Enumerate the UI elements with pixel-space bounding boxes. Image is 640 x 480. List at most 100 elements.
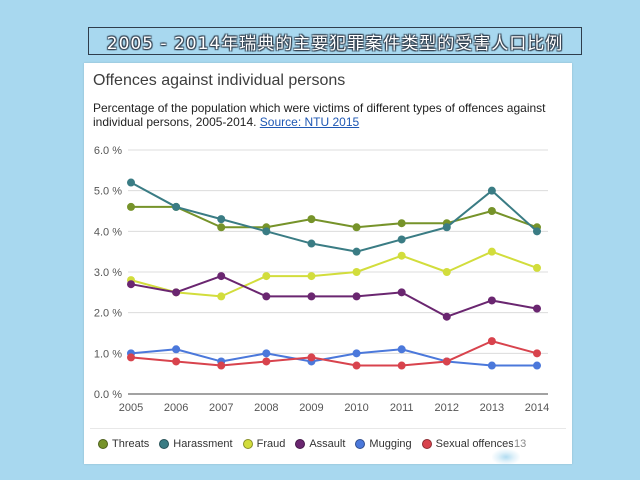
- series-fraud: [127, 247, 541, 301]
- y-tick-label: 6.0 %: [94, 145, 122, 157]
- data-point-harassment-2013: [487, 186, 496, 195]
- legend-divider: [90, 428, 566, 429]
- legend-marker-sexual-offences: [421, 439, 432, 449]
- legend-item-threats[interactable]: Threats: [98, 438, 149, 450]
- legend-marker-harassment: [159, 439, 170, 449]
- data-point-threats-2009: [307, 215, 316, 224]
- data-point-assault-2005: [127, 280, 135, 289]
- legend-label: Mugging: [369, 438, 412, 450]
- y-tick-label: 5.0 %: [94, 186, 122, 198]
- chart-panel: Offences against individual persons Perc…: [84, 63, 572, 464]
- data-point-assault-2012: [442, 312, 451, 321]
- series-line-sexual-offences: [130, 340, 538, 367]
- series-line-threats: [131, 205, 538, 229]
- data-point-assault-2013: [487, 296, 496, 305]
- data-point-assault-2007: [217, 272, 226, 281]
- data-point-harassment-2014: [533, 227, 541, 236]
- x-tick-label: 2008: [254, 402, 278, 414]
- data-point-mugging-2013: [487, 361, 496, 370]
- data-point-harassment-2008: [262, 227, 271, 236]
- chart-subtitle-block: Percentage of the population which were …: [93, 101, 571, 129]
- data-point-sexual-offences-2013: [487, 337, 496, 346]
- data-point-mugging-2014: [533, 361, 541, 370]
- x-tick-label: 2014: [525, 402, 549, 414]
- legend-item-harassment[interactable]: Harassment: [159, 438, 233, 450]
- data-point-fraud-2009: [307, 272, 316, 281]
- x-tick-label: 2009: [299, 402, 323, 414]
- y-axis: 0.0 % 1.0 % 2.0 % 3.0 % 4.0 % 5.0 % 6.0 %: [94, 145, 548, 401]
- data-point-harassment-2012: [442, 223, 451, 232]
- data-point-sexual-offences-2007: [217, 361, 226, 370]
- data-point-fraud-2013: [487, 247, 496, 256]
- series-threats: [127, 202, 541, 232]
- data-point-assault-2010: [352, 292, 361, 301]
- data-point-harassment-2006: [172, 202, 181, 211]
- series-line-assault: [130, 275, 538, 318]
- data-point-sexual-offences-2012: [442, 357, 451, 366]
- data-point-harassment-2009: [307, 239, 316, 248]
- data-point-harassment-2010: [352, 247, 361, 256]
- data-point-sexual-offences-2005: [127, 353, 135, 362]
- y-tick-label: 1.0 %: [94, 348, 122, 360]
- legend-marker-assault: [295, 439, 306, 449]
- data-point-fraud-2008: [262, 272, 271, 281]
- data-point-fraud-2012: [442, 268, 451, 276]
- data-point-mugging-2008: [262, 349, 271, 358]
- data-point-harassment-2005: [127, 178, 135, 187]
- chart-subtitle: Percentage of the population which were …: [93, 101, 546, 129]
- x-tick-label: 2010: [344, 402, 368, 414]
- x-tick-label: 2006: [164, 402, 188, 414]
- data-point-fraud-2014: [533, 263, 541, 272]
- chart-title: Offences against individual persons: [93, 72, 346, 89]
- legend-marker-threats: [98, 439, 108, 449]
- legend-item-sexual-offences[interactable]: Sexual offences: [421, 438, 514, 450]
- chart-legend: Threats Harassment Fraud Assault Mugging Sexu…: [98, 437, 524, 451]
- legend-item-assault[interactable]: Assault: [295, 438, 345, 450]
- data-point-assault-2006: [172, 288, 181, 297]
- x-tick-label: 2011: [390, 402, 414, 414]
- data-point-threats-2007: [217, 223, 226, 232]
- y-tick-label: 2.0 %: [94, 308, 122, 320]
- data-point-sexual-offences-2009: [307, 353, 316, 362]
- series-sexual-offences: [127, 337, 541, 370]
- page-number: 13: [513, 437, 528, 451]
- x-tick-label: 2012: [435, 402, 459, 414]
- source-link[interactable]: Source: NTU 2015: [259, 115, 360, 129]
- line-chart: 0.0 % 1.0 % 2.0 % 3.0 % 4.0 % 5.0 % 6.0 % 2005 2…: [94, 145, 549, 414]
- data-point-assault-2014: [533, 304, 541, 313]
- series-assault: [127, 272, 541, 321]
- series-line-harassment: [130, 181, 538, 253]
- y-tick-label: 3.0 %: [94, 267, 122, 279]
- legend-label: Threats: [112, 438, 150, 450]
- series-line-mugging: [130, 348, 537, 367]
- data-point-threats-2005: [127, 202, 135, 211]
- data-point-assault-2008: [262, 292, 271, 301]
- data-point-sexual-offences-2014: [533, 349, 541, 358]
- data-point-threats-2013: [487, 207, 496, 215]
- x-tick-label: 2005: [119, 402, 143, 414]
- y-tick-label: 4.0 %: [94, 226, 122, 238]
- series-mugging: [127, 345, 541, 370]
- legend-label: Sexual offences: [435, 438, 514, 450]
- data-point-fraud-2007: [217, 292, 226, 301]
- x-tick-label: 2007: [209, 402, 233, 414]
- data-point-threats-2010: [352, 223, 361, 232]
- data-point-assault-2011: [397, 288, 406, 297]
- x-tick-label: 2013: [480, 402, 504, 414]
- banner-title: 2005 - 2014年瑞典的主要犯罪案件类型的受害人口比例: [106, 33, 564, 54]
- legend-marker-fraud: [242, 439, 253, 449]
- legend-label: Fraud: [256, 438, 286, 450]
- data-point-mugging-2010: [352, 349, 361, 358]
- series-harassment: [127, 178, 541, 256]
- data-point-fraud-2010: [352, 268, 361, 276]
- data-point-sexual-offences-2010: [352, 361, 361, 370]
- banner: 2005 - 2014年瑞典的主要犯罪案件类型的受害人口比例: [88, 27, 582, 55]
- legend-item-fraud[interactable]: Fraud: [242, 438, 286, 450]
- data-point-harassment-2007: [217, 215, 226, 224]
- sparkle-decoration: [492, 449, 520, 465]
- y-tick-label: 0.0 %: [94, 389, 122, 401]
- legend-label: Harassment: [173, 438, 233, 450]
- legend-item-mugging[interactable]: Mugging: [355, 438, 412, 450]
- series-line-fraud: [130, 250, 538, 298]
- data-point-sexual-offences-2008: [262, 357, 271, 366]
